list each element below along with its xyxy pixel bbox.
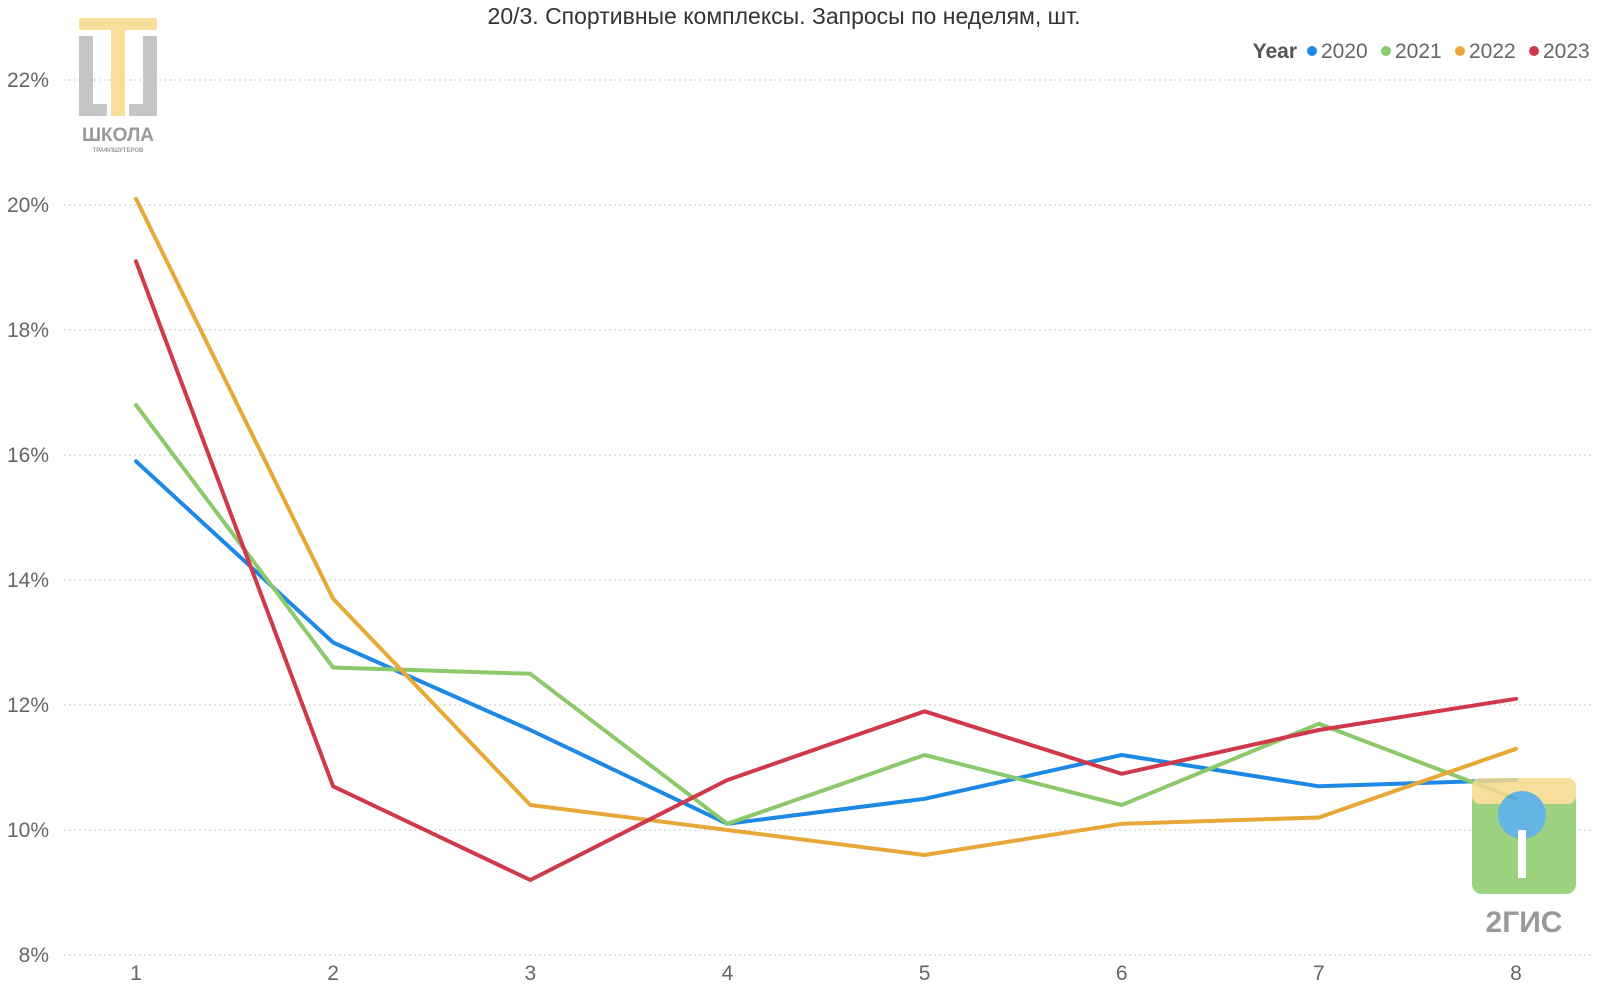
legend-label-2020: 2020 (1321, 40, 1368, 63)
legend-items: 2020 2021 2022 2023 (1307, 40, 1590, 63)
school-logo-subtext: ТРАФЛШУТЕРОВ (93, 148, 144, 154)
2gis-logo-watermark: 2ГИС (1472, 778, 1576, 939)
series-lines (134, 196, 1518, 882)
x-axis-ticks: 1 2 3 4 5 6 7 8 (130, 962, 1522, 985)
x-tick-label: 2 (327, 962, 339, 985)
x-tick-label: 4 (722, 962, 734, 985)
legend-marker-2023 (1529, 46, 1539, 56)
legend-label-2022: 2022 (1469, 40, 1516, 63)
y-tick-label: 16% (7, 444, 49, 467)
legend-label-2021: 2021 (1395, 40, 1442, 63)
school-logo-right (143, 36, 157, 116)
y-axis-ticks: 8% 10% 12% 14% 16% 18% 20% 22% (7, 69, 49, 967)
x-tick-label: 1 (130, 962, 142, 985)
series-line-2022 (134, 196, 1518, 857)
school-logo-right-foot (129, 104, 157, 116)
series-line-2023 (134, 259, 1518, 882)
x-tick-label: 3 (524, 962, 536, 985)
y-tick-label: 18% (7, 319, 49, 342)
legend-marker-2022 (1455, 46, 1465, 56)
school-logo-left-foot (79, 104, 107, 116)
legend-marker-2020 (1307, 46, 1317, 56)
school-logo-bar-top (79, 18, 157, 30)
2gis-logo-pin-head (1498, 791, 1546, 839)
series-line-2021 (134, 403, 1518, 826)
x-tick-label: 6 (1116, 962, 1128, 985)
school-logo-watermark: ШКОЛА ТРАФЛШУТЕРОВ (79, 18, 157, 154)
y-tick-label: 14% (7, 569, 49, 592)
legend-marker-2021 (1381, 46, 1391, 56)
x-tick-label: 8 (1510, 962, 1522, 985)
2gis-logo-pin-stem (1518, 830, 1526, 878)
legend-label-2023: 2023 (1543, 40, 1590, 63)
school-logo-text: ШКОЛА (82, 125, 154, 146)
legend: Year 2020 2021 2022 2023 (1253, 40, 1590, 63)
2gis-logo-text: 2ГИС (1486, 906, 1563, 939)
chart-title: 20/3. Спортивные комплексы. Запросы по н… (488, 3, 1081, 29)
x-tick-label: 5 (919, 962, 931, 985)
2gis-logo-tile-top (1472, 778, 1576, 804)
y-tick-label: 10% (7, 819, 49, 842)
legend-title: Year (1253, 40, 1297, 63)
series-line-2020 (134, 459, 1518, 826)
y-tick-label: 8% (19, 944, 49, 967)
y-tick-label: 20% (7, 194, 49, 217)
x-tick-label: 7 (1313, 962, 1325, 985)
school-logo-bar-center (111, 30, 125, 116)
y-tick-label: 12% (7, 694, 49, 717)
y-tick-label: 22% (7, 69, 49, 92)
school-logo-left (79, 36, 93, 116)
